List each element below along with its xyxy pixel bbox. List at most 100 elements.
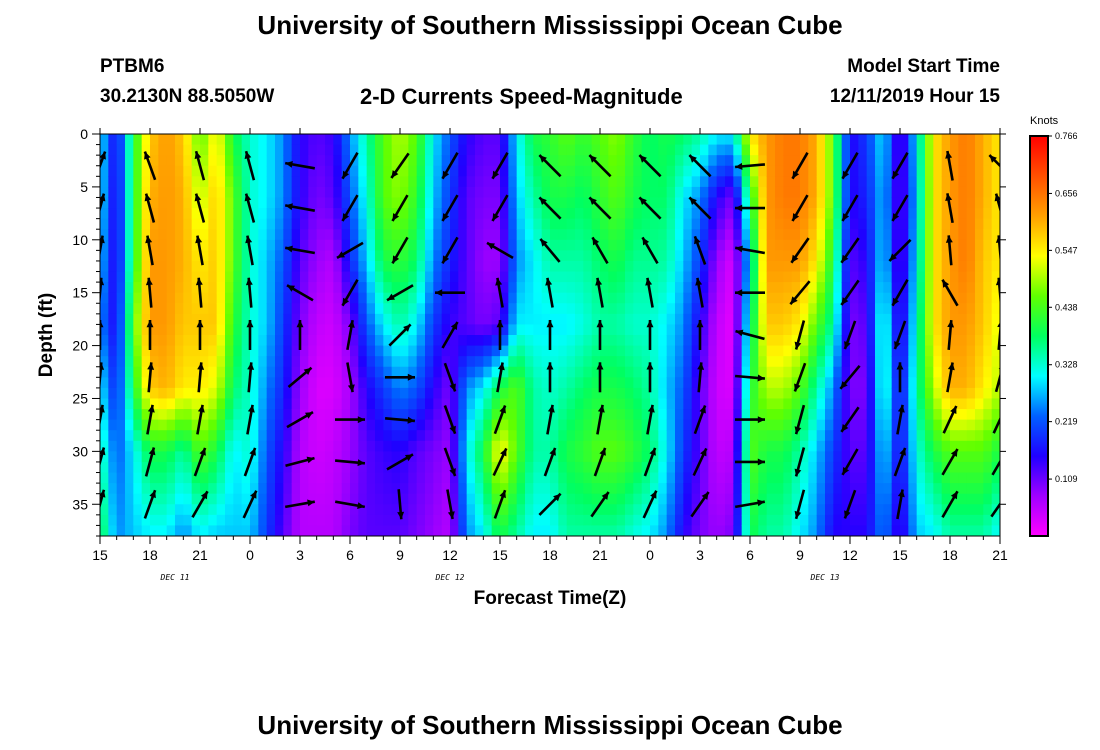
heatmap-cell	[766, 313, 776, 326]
heatmap-cell	[608, 208, 618, 220]
heatmap-cell	[125, 483, 134, 495]
heatmap-cell	[241, 409, 251, 421]
heatmap-cell	[450, 282, 459, 294]
heatmap-cell	[833, 271, 843, 283]
heatmap-cell	[550, 345, 559, 357]
heatmap-cell	[250, 419, 259, 431]
heatmap-cell	[391, 229, 401, 241]
heatmap-cell	[925, 229, 934, 241]
heatmap-cell	[375, 165, 384, 177]
heatmap-cell	[450, 303, 459, 315]
heatmap-cell	[266, 260, 276, 273]
heatmap-cell	[608, 282, 618, 294]
heatmap-cell	[875, 260, 884, 273]
heatmap-cell	[975, 430, 984, 442]
heatmap-cell	[916, 292, 926, 304]
heatmap-cell	[916, 218, 926, 230]
heatmap-cell	[141, 366, 151, 378]
heatmap-cell	[808, 430, 818, 442]
heatmap-cell	[175, 504, 184, 516]
heatmap-cell	[216, 303, 226, 315]
heatmap-cell	[875, 525, 884, 536]
heatmap-cell	[483, 514, 493, 527]
heatmap-cell	[300, 345, 309, 357]
heatmap-cell	[516, 504, 526, 516]
heatmap-cell	[383, 282, 393, 294]
heatmap-cell	[833, 398, 843, 410]
heatmap-cell	[683, 218, 693, 230]
heatmap-cell	[566, 398, 576, 410]
heatmap-cell	[191, 335, 201, 347]
heatmap-cell	[466, 271, 476, 283]
current-arrow	[195, 277, 203, 308]
heatmap-cell	[625, 229, 634, 241]
heatmap-cell	[541, 398, 551, 410]
day-label: DEC 11	[160, 573, 190, 582]
heatmap-cell	[808, 186, 818, 199]
heatmap-cell	[733, 165, 743, 177]
heatmap-cell	[283, 155, 293, 167]
heatmap-cell	[808, 208, 818, 220]
heatmap-cell	[316, 239, 326, 251]
current-arrow	[390, 152, 410, 179]
heatmap-cell	[350, 409, 359, 421]
heatmap-cell	[358, 303, 368, 315]
heatmap-cell	[300, 197, 309, 209]
heatmap-cell	[433, 398, 443, 410]
heatmap-cell	[708, 324, 718, 336]
heatmap-cell	[741, 271, 751, 283]
current-arrow	[100, 404, 105, 428]
heatmap-cell	[983, 345, 993, 357]
heatmap-cell	[950, 260, 959, 273]
heatmap-cell	[683, 345, 693, 357]
heatmap-cell	[425, 483, 434, 495]
heatmap-cell	[841, 398, 851, 410]
heatmap-cell	[341, 409, 351, 421]
current-arrow	[100, 489, 106, 510]
heatmap-cell	[191, 377, 201, 389]
heatmap-cell	[925, 525, 934, 536]
heatmap-cell	[666, 218, 676, 230]
heatmap-cell	[616, 451, 626, 463]
heatmap-cell	[525, 409, 534, 421]
heatmap-cell	[350, 356, 359, 368]
heatmap-cell	[591, 493, 601, 505]
heatmap-cell	[608, 345, 618, 357]
heatmap-cell	[675, 229, 684, 241]
heatmap-cell	[758, 419, 768, 431]
heatmap-cell	[858, 430, 868, 442]
heatmap-cell	[150, 144, 159, 156]
heatmap-cell	[350, 260, 359, 273]
heatmap-cell	[750, 493, 759, 505]
heatmap-cell	[800, 271, 809, 283]
heatmap-cell	[525, 260, 534, 273]
heatmap-cell	[483, 356, 493, 368]
heatmap-cell	[100, 504, 109, 516]
heatmap-cell	[383, 155, 393, 167]
heatmap-cell	[350, 483, 359, 495]
heatmap-cell	[791, 229, 801, 241]
heatmap-cell	[233, 525, 243, 536]
heatmap-cell	[108, 197, 118, 209]
heatmap-cell	[175, 409, 184, 421]
heatmap-cell	[541, 356, 551, 368]
heatmap-cell	[141, 440, 151, 452]
heatmap-cell	[975, 461, 984, 474]
heatmap-cell	[158, 451, 168, 463]
heatmap-cell	[491, 303, 501, 315]
heatmap-cell	[683, 303, 693, 315]
heatmap-cell	[875, 303, 884, 315]
heatmap-cell	[175, 165, 184, 177]
heatmap-cell	[625, 483, 634, 495]
heatmap-cell	[366, 451, 376, 463]
heatmap-cell	[483, 440, 493, 452]
heatmap-cell	[483, 186, 493, 199]
heatmap-cell	[808, 419, 818, 431]
heatmap-cell	[191, 366, 201, 378]
heatmap-cell	[983, 409, 993, 421]
heatmap-cell	[350, 335, 359, 347]
heatmap-cell	[258, 292, 268, 304]
heatmap-cell	[308, 134, 318, 146]
current-arrow	[244, 150, 256, 181]
heatmap-cell	[658, 398, 668, 410]
